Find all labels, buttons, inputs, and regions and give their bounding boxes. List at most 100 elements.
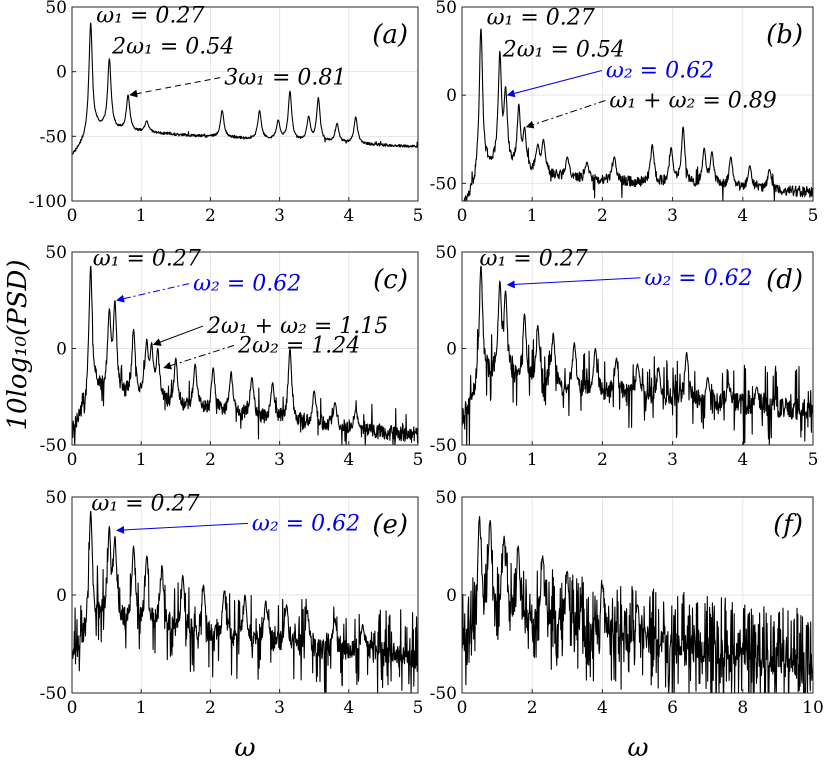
panel-d-xtick-label: 0 bbox=[457, 450, 468, 470]
panel-b-xtick-label: 5 bbox=[808, 206, 819, 226]
panel-a-label: (a) bbox=[372, 20, 408, 50]
panel-c-annotation: 2ω₁ + ω₂ = 1.15 bbox=[206, 314, 388, 339]
panel-b-xtick-label: 2 bbox=[597, 206, 608, 226]
panel-c-ytick-label: 50 bbox=[45, 243, 67, 263]
panel-b-xtick-label: 3 bbox=[667, 206, 678, 226]
panel-e-xtick-label: 1 bbox=[136, 698, 147, 718]
panel-c-xtick-label: 1 bbox=[136, 450, 147, 470]
panel-e-xtick-label: 3 bbox=[274, 698, 285, 718]
panel-e-label: (e) bbox=[372, 510, 408, 540]
panel-f-xtick-label: 8 bbox=[737, 698, 748, 718]
panel-b-annotation: ω₁ + ω₂ = 0.89 bbox=[609, 89, 776, 114]
panel-e-annotation: ω₁ = 0.27 bbox=[91, 492, 199, 517]
panel-d-xtick-label: 5 bbox=[808, 450, 819, 470]
panel-d-ytick-label: -50 bbox=[430, 436, 457, 456]
panel-b-annotation: ω₁ = 0.27 bbox=[487, 6, 595, 31]
panel-a-annotation: 2ω₁ = 0.54 bbox=[111, 35, 234, 60]
panel-a-ytick-label: 0 bbox=[56, 63, 67, 83]
panel-e-psd-series bbox=[71, 510, 419, 694]
panel-c-annotation: 2ω₂ = 1.24 bbox=[237, 333, 360, 358]
panel-c-annotation: ω₁ = 0.27 bbox=[93, 247, 201, 272]
panel-d-ytick-label: 0 bbox=[446, 340, 457, 360]
panel-d-annotation-arrow bbox=[506, 277, 641, 289]
panel-c-ytick-label: 0 bbox=[56, 340, 67, 360]
panel-f-xtick-label: 10 bbox=[802, 698, 824, 718]
panel-d-annotation: ω₂ = 0.62 bbox=[645, 266, 753, 291]
panel-a: 0 1 2 3 4 5 -100 -50 0 50 (a) ω₁ = 0.27 2ω₁ = 0.54 3ω… bbox=[29, 0, 424, 226]
panel-c-label: (c) bbox=[373, 265, 408, 295]
panel-a-ytick-label: 50 bbox=[45, 0, 67, 18]
panel-d-xtick-label: 2 bbox=[597, 450, 608, 470]
panel-c-annotation-arrow bbox=[163, 344, 235, 370]
panel-c-xtick-label: 2 bbox=[205, 450, 216, 470]
panel-e-xtick-label: 4 bbox=[343, 698, 354, 718]
panel-f-ytick-label: -50 bbox=[430, 684, 457, 704]
panel-e-ytick-label: -50 bbox=[40, 684, 67, 704]
panel-a-annotation: 3ω₁ = 0.81 bbox=[224, 66, 346, 91]
panel-b-plot-area bbox=[462, 7, 813, 201]
panel-b-ytick-label: 0 bbox=[446, 86, 457, 106]
panel-f-xtick-label: 6 bbox=[667, 698, 678, 718]
panel-c-xtick-label: 4 bbox=[343, 450, 354, 470]
panel-e-xtick-label: 2 bbox=[205, 698, 216, 718]
panel-f-xtick-label: 0 bbox=[457, 698, 468, 718]
panel-b-annotation-arrow bbox=[525, 100, 606, 129]
panel-a-annotation-arrow bbox=[129, 77, 221, 98]
panel-b-annotation-arrow bbox=[506, 70, 603, 98]
panel-a-xtick-label: 3 bbox=[274, 206, 285, 226]
panel-d-xtick-label: 4 bbox=[737, 450, 748, 470]
panel-c-annotation-arrow bbox=[116, 283, 190, 303]
panel-b-xtick-label: 1 bbox=[527, 206, 538, 226]
panel-a-xtick-label: 2 bbox=[205, 206, 216, 226]
panel-f-ytick-label: 0 bbox=[446, 586, 457, 606]
panel-b-xtick-label: 0 bbox=[457, 206, 468, 226]
panel-d-xtick-label: 1 bbox=[527, 450, 538, 470]
panel-a-ytick-label: -50 bbox=[40, 127, 67, 147]
x-axis-label-left: ω bbox=[234, 733, 255, 763]
panel-a-axes-frame bbox=[71, 6, 419, 202]
panel-b-xtick-label: 4 bbox=[737, 206, 748, 226]
panel-c-psd-series bbox=[71, 265, 419, 446]
panel-d-annotation: ω₁ = 0.27 bbox=[480, 247, 588, 272]
panel-e-annotation-arrow bbox=[116, 522, 248, 534]
panel-f-xtick-label: 4 bbox=[597, 698, 608, 718]
panel-e-ytick-label: 0 bbox=[56, 586, 67, 606]
panel-f-xtick-label: 2 bbox=[527, 698, 538, 718]
y-axis-label: 10log₁₀(PSD) bbox=[3, 260, 33, 431]
panel-e-xtick-label: 0 bbox=[67, 698, 78, 718]
panel-a-ytick-label: -100 bbox=[29, 192, 67, 212]
panel-e-xtick-label: 5 bbox=[413, 698, 424, 718]
panel-b-annotation: ω₂ = 0.62 bbox=[606, 59, 714, 84]
panel-c-annotation-arrow bbox=[152, 325, 204, 346]
panel-c-xtick-label: 3 bbox=[274, 450, 285, 470]
panel-b-ytick-label: 50 bbox=[435, 0, 457, 18]
panel-b-label: (b) bbox=[766, 20, 803, 50]
panel-a-psd-series bbox=[71, 22, 419, 155]
panel-b-annotation: 2ω₁ = 0.54 bbox=[502, 37, 625, 62]
panel-e-annotation: ω₂ = 0.62 bbox=[252, 511, 360, 536]
panel-c-annotation: ω₂ = 0.62 bbox=[193, 272, 301, 297]
panel-b-ytick-label: -50 bbox=[430, 174, 457, 194]
panel-c-ytick-label: -50 bbox=[40, 436, 67, 456]
panel-b-psd-series bbox=[461, 28, 814, 202]
panel-e-ytick-label: 50 bbox=[45, 488, 67, 508]
panel-d-xtick-label: 3 bbox=[667, 450, 678, 470]
panel-f-ytick-label: 50 bbox=[435, 488, 457, 508]
panel-f-label: (f) bbox=[773, 510, 803, 540]
panel-d-psd-series bbox=[461, 265, 814, 446]
panel-f-psd-series bbox=[461, 516, 814, 694]
x-axis-label-right: ω bbox=[627, 733, 648, 763]
panel-d-ytick-label: 50 bbox=[435, 243, 457, 263]
panel-a-annotation: ω₁ = 0.27 bbox=[96, 4, 204, 29]
panel-a-xtick-label: 0 bbox=[67, 206, 78, 226]
panel-a-xtick-label: 4 bbox=[343, 206, 354, 226]
panel-a-xtick-label: 5 bbox=[413, 206, 424, 226]
panel-c-xtick-label: 5 bbox=[413, 450, 424, 470]
panel-c-xtick-label: 0 bbox=[67, 450, 78, 470]
